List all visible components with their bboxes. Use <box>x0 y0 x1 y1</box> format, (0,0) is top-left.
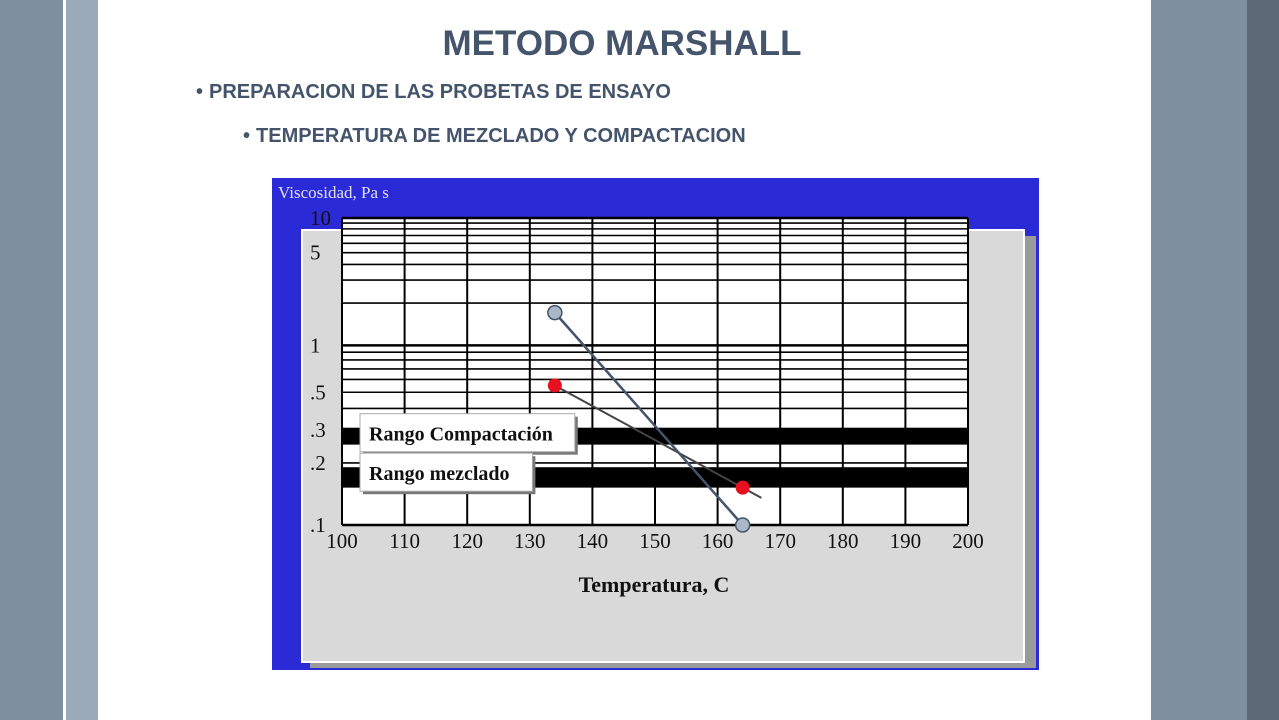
range-label-box <box>359 413 576 453</box>
bullet-temperatura: • TEMPERATURA DE MEZCLADO Y COMPACTACION <box>243 125 746 148</box>
x-tick-label: 120 <box>451 529 483 553</box>
x-tick-label: 200 <box>952 529 984 553</box>
x-axis-title: Temperatura, C <box>579 572 730 597</box>
range-label: Rango mezclado <box>369 463 510 485</box>
x-tick-labels: 100 110 120 130 140 150 160 170 180 190 200 <box>326 529 984 553</box>
y-tick-label: .5 <box>310 380 326 404</box>
left-side-stripe <box>66 0 98 720</box>
viscosity-temperature-chart: Viscosidad, Pa s Rango CompactaciónRango… <box>272 178 1039 670</box>
series-points <box>547 304 751 533</box>
data-point <box>547 378 562 393</box>
x-tick-label: 150 <box>639 529 671 553</box>
left-side-band <box>0 0 63 720</box>
series-lines <box>548 311 762 526</box>
range-bands: Rango Compactación Rango mezclado <box>342 413 968 495</box>
range-label: Rango Compactación <box>369 424 553 446</box>
overlay-handle-end <box>734 517 751 533</box>
x-tick-label: 170 <box>764 529 796 553</box>
range-label-box <box>359 452 533 492</box>
x-tick-label: 180 <box>827 529 859 553</box>
x-tick-label: 110 <box>389 529 420 553</box>
y-tick-label: .2 <box>310 451 326 475</box>
right-side-stripe <box>1151 0 1247 720</box>
bullet-dot: • <box>243 125 251 147</box>
y-tick-label: 10 <box>310 206 331 230</box>
bullet-temperatura-text: TEMPERATURA DE MEZCLADO Y COMPACTACION <box>256 125 746 147</box>
y-axis-title: Viscosidad, Pa s <box>278 183 389 202</box>
y-tick-label: 5 <box>310 241 321 265</box>
x-tick-label: 190 <box>890 529 922 553</box>
bullet-preparacion-text: PREPARACION DE LAS PROBETAS DE ENSAYO <box>209 81 671 103</box>
y-tick-labels: 10 5 1 .5 .3 .2 .1 <box>310 206 331 537</box>
y-tick-label: .1 <box>310 513 326 537</box>
x-tick-label: 130 <box>514 529 546 553</box>
right-side-band <box>1247 0 1279 720</box>
series-line <box>548 381 762 499</box>
y-tick-label: .3 <box>310 418 326 442</box>
x-tick-label: 160 <box>702 529 734 553</box>
bullet-preparacion: • PREPARACION DE LAS PROBETAS DE ENSAYO <box>196 81 671 104</box>
slide-title: METODO MARSHALL <box>442 24 802 63</box>
y-tick-label: 1 <box>310 333 321 357</box>
x-tick-label: 100 <box>326 529 358 553</box>
data-point <box>735 480 750 495</box>
overlay-handle-start <box>547 304 563 321</box>
x-tick-label: 140 <box>577 529 609 553</box>
overlay-trend-line <box>553 311 744 526</box>
bullet-dot: • <box>196 81 204 103</box>
